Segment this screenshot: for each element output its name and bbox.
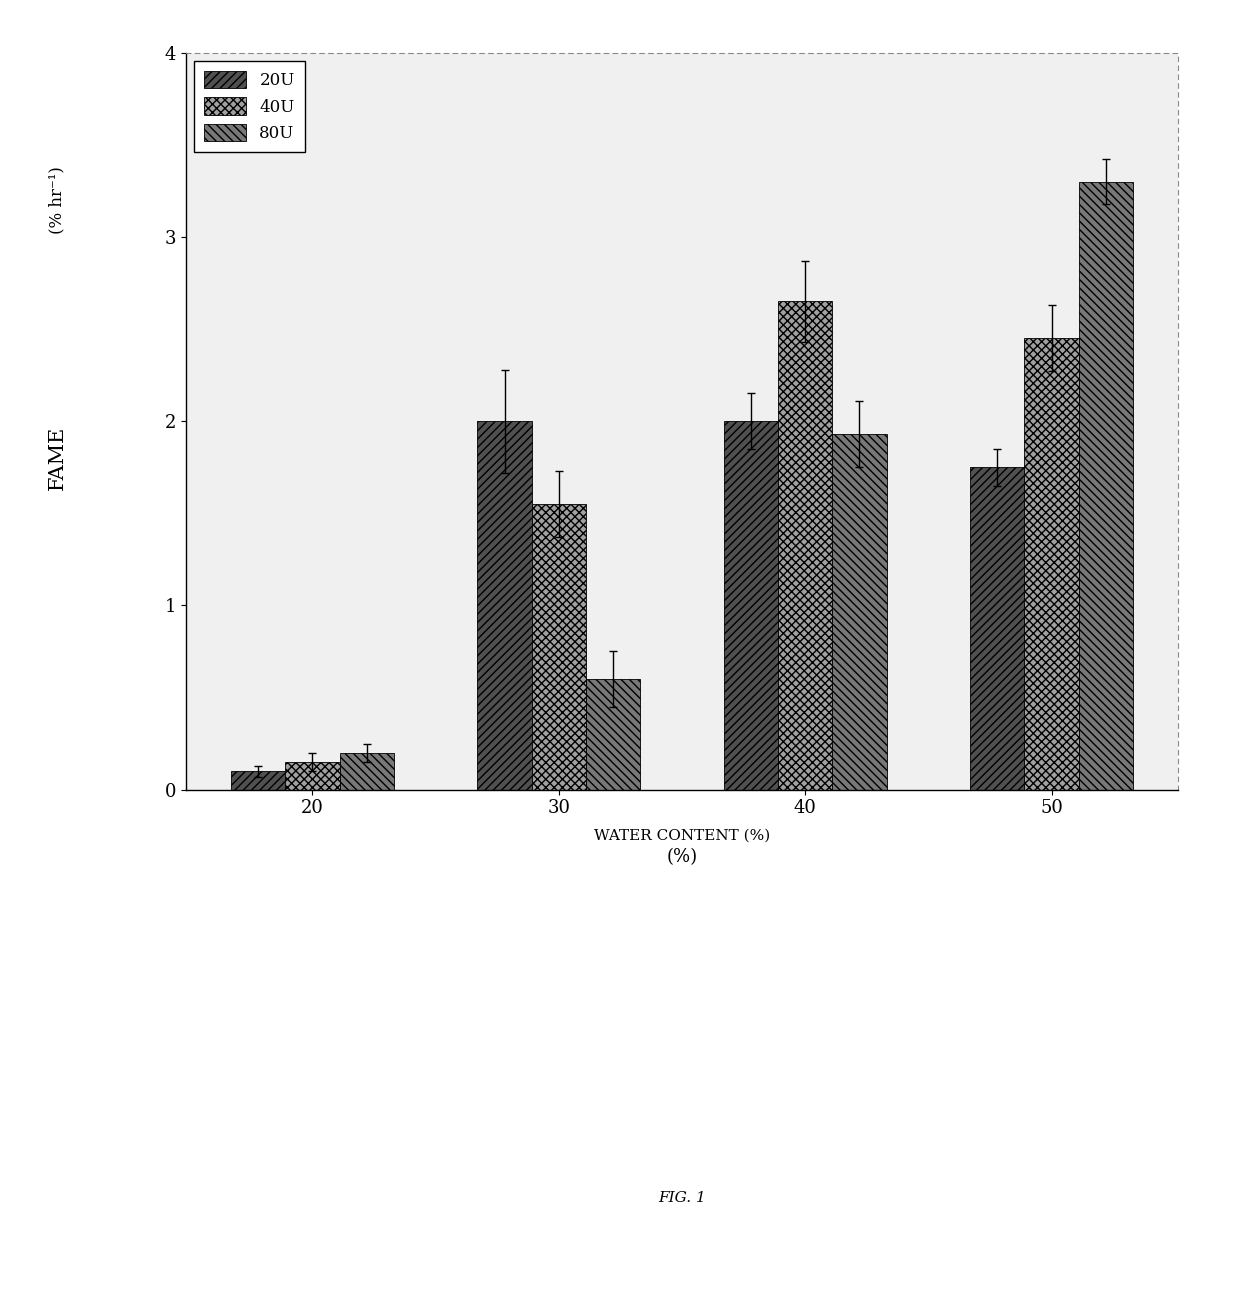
Bar — [1079, 182, 1133, 790]
Bar — [587, 679, 640, 790]
Text: (% hr⁻¹): (% hr⁻¹) — [48, 166, 66, 234]
Bar — [777, 301, 832, 790]
Text: (%): (%) — [666, 849, 698, 866]
Bar — [285, 762, 340, 790]
Legend: 20U, 40U, 80U: 20U, 40U, 80U — [195, 61, 305, 153]
Text: FIG. 1: FIG. 1 — [658, 1191, 706, 1204]
Bar — [340, 753, 394, 790]
Bar — [532, 504, 587, 790]
Bar — [1024, 338, 1079, 790]
Bar — [477, 421, 532, 790]
Text: WATER CONTENT (%): WATER CONTENT (%) — [594, 829, 770, 842]
Bar — [231, 771, 285, 790]
Bar — [970, 467, 1024, 790]
Text: FAME: FAME — [47, 426, 67, 490]
Bar — [724, 421, 777, 790]
Bar — [832, 434, 887, 790]
